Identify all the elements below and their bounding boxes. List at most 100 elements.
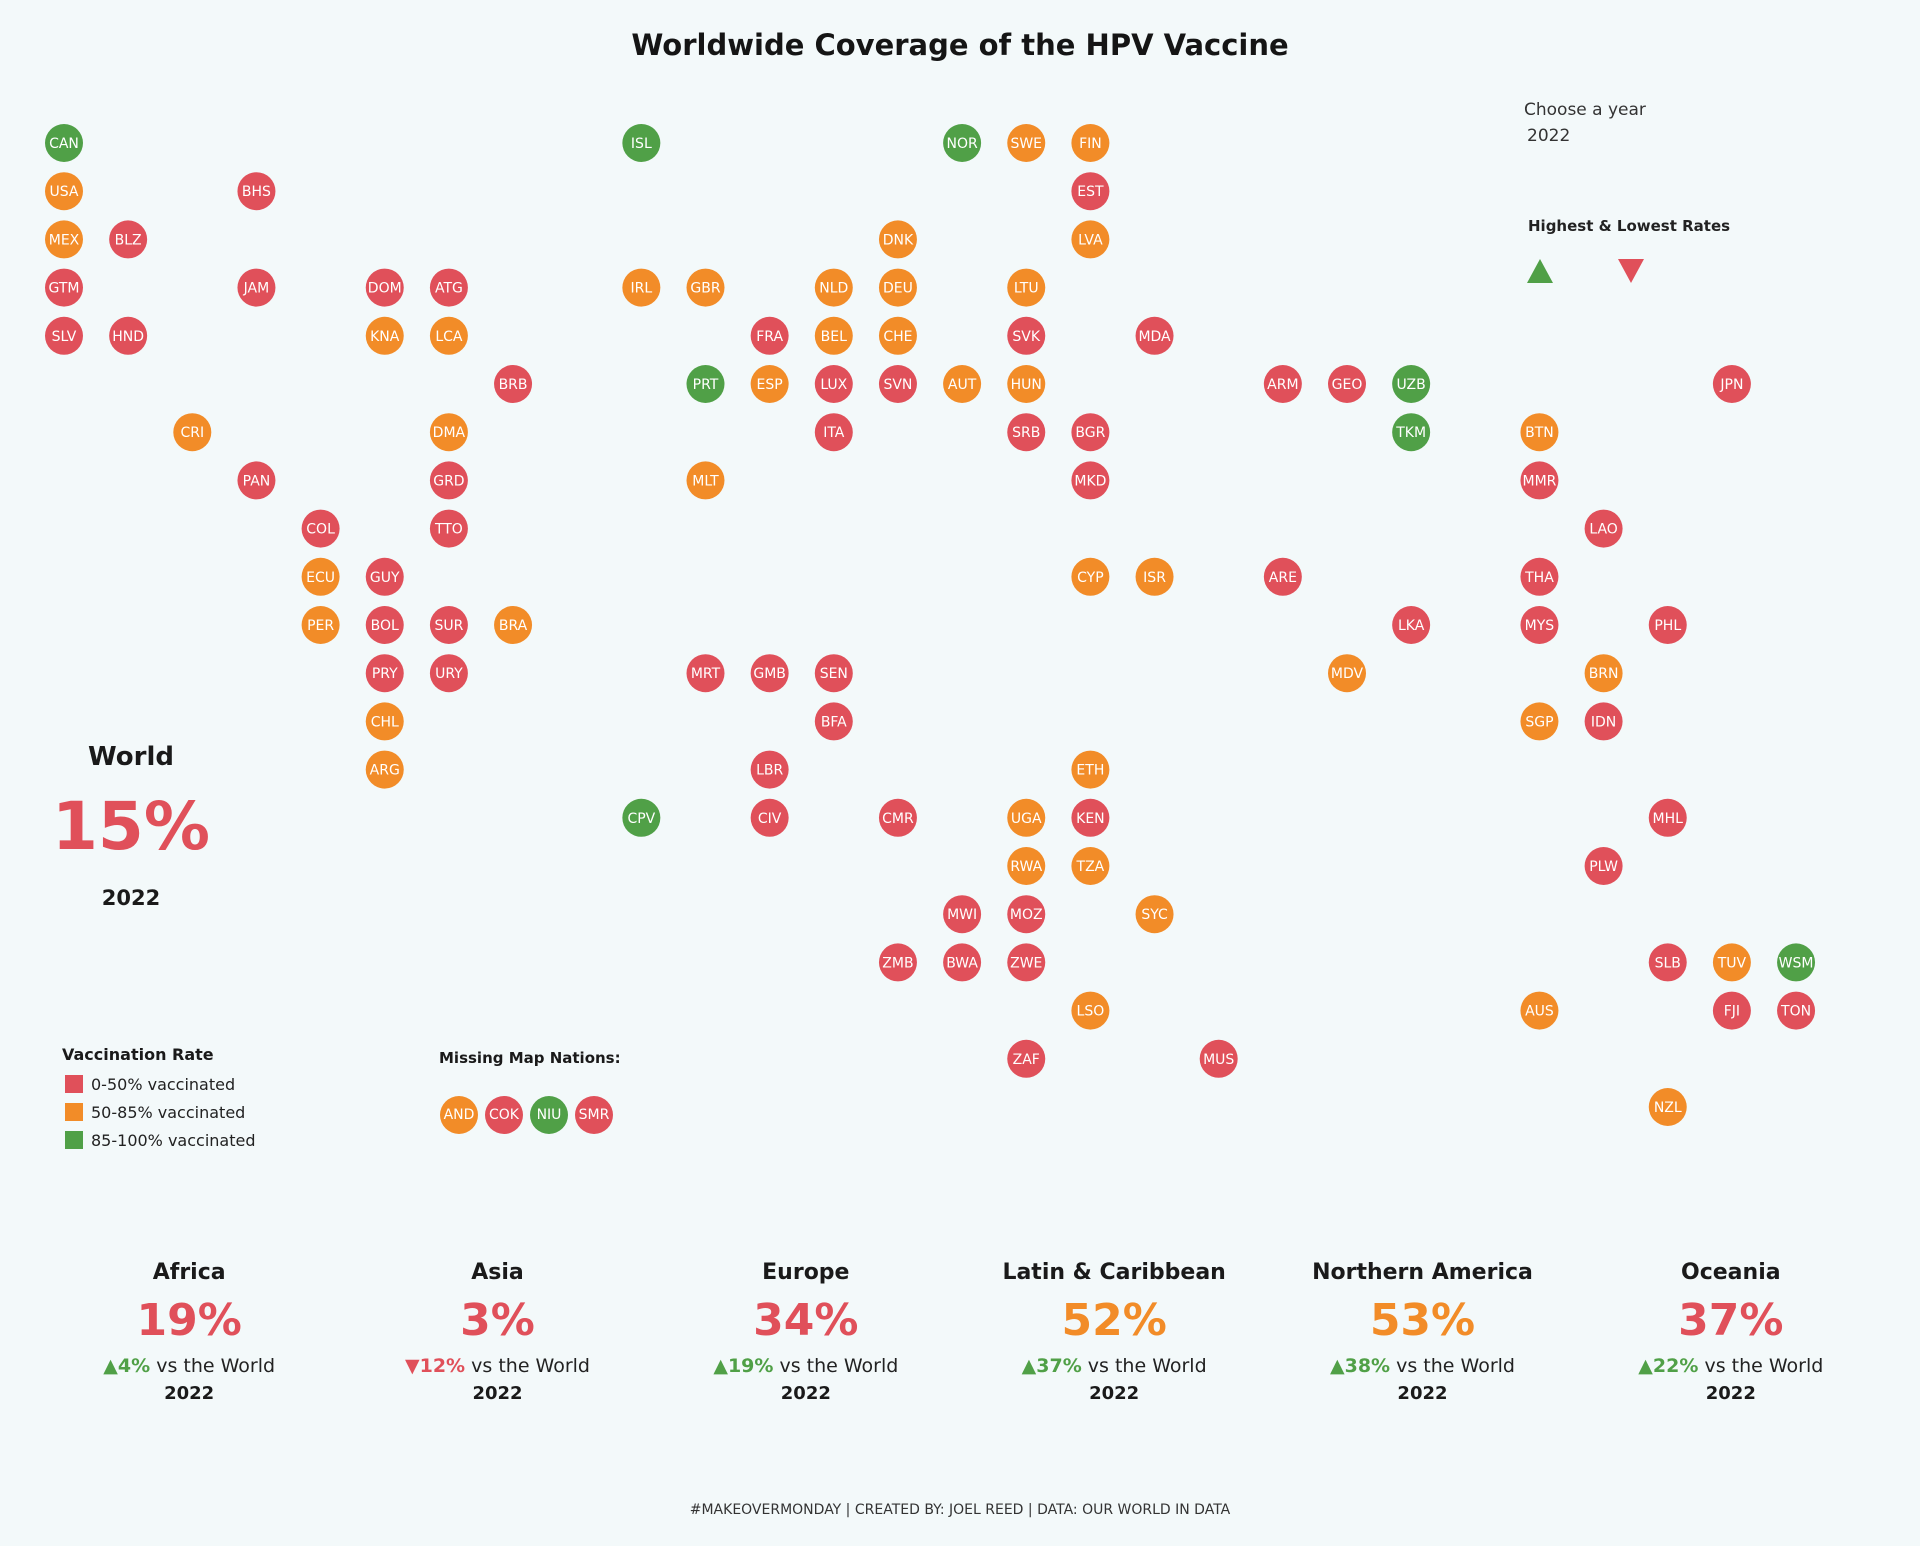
country-tile-guy[interactable]: GUY [365, 557, 404, 596]
country-tile-nld[interactable]: NLD [814, 268, 853, 307]
country-tile-zwe[interactable]: ZWE [1007, 943, 1046, 982]
country-tile-sgp[interactable]: SGP [1520, 702, 1559, 741]
country-tile-zaf[interactable]: ZAF [1007, 1039, 1046, 1078]
country-tile-mrt[interactable]: MRT [686, 654, 725, 693]
country-tile-btn[interactable]: BTN [1520, 413, 1559, 452]
country-tile-mmr[interactable]: MMR [1520, 461, 1559, 500]
country-tile-prt[interactable]: PRT [686, 365, 725, 403]
country-tile-mus[interactable]: MUS [1199, 1039, 1238, 1078]
country-tile-lka[interactable]: LKA [1392, 606, 1431, 644]
country-tile-chl[interactable]: CHL [365, 702, 404, 741]
country-tile-plw[interactable]: PLW [1584, 847, 1623, 885]
country-tile-dma[interactable]: DMA [429, 413, 468, 452]
country-tile-fra[interactable]: FRA [750, 316, 789, 355]
country-tile-jam[interactable]: JAM [237, 268, 276, 307]
country-tile-nor[interactable]: NOR [943, 124, 982, 162]
country-tile-mys[interactable]: MYS [1520, 606, 1559, 644]
country-tile-arm[interactable]: ARM [1263, 365, 1302, 403]
country-tile-sen[interactable]: SEN [814, 654, 853, 693]
country-tile-arg[interactable]: ARG [365, 750, 404, 789]
country-tile-wsm[interactable]: WSM [1777, 943, 1816, 982]
country-tile-ken[interactable]: KEN [1071, 798, 1110, 837]
country-tile-pan[interactable]: PAN [237, 461, 276, 500]
country-tile-bfa[interactable]: BFA [814, 702, 853, 741]
country-tile-grd[interactable]: GRD [429, 461, 468, 500]
country-tile-kna[interactable]: KNA [365, 316, 404, 355]
country-tile-cyp[interactable]: CYP [1071, 557, 1110, 596]
country-tile-aut[interactable]: AUT [943, 365, 982, 403]
country-tile-gtm[interactable]: GTM [45, 268, 83, 307]
missing-nation-niu[interactable]: NIU [530, 1096, 568, 1134]
country-tile-can[interactable]: CAN [45, 124, 83, 162]
country-tile-mex[interactable]: MEX [45, 220, 83, 259]
country-tile-syc[interactable]: SYC [1135, 895, 1174, 934]
country-tile-idn[interactable]: IDN [1584, 702, 1623, 741]
country-tile-mlt[interactable]: MLT [686, 461, 725, 500]
country-tile-svk[interactable]: SVK [1007, 316, 1046, 355]
country-tile-lca[interactable]: LCA [429, 316, 468, 355]
missing-nation-smr[interactable]: SMR [575, 1096, 613, 1134]
country-tile-bwa[interactable]: BWA [943, 943, 982, 982]
country-tile-brb[interactable]: BRB [494, 365, 533, 403]
country-tile-ecu[interactable]: ECU [301, 557, 340, 596]
country-tile-per[interactable]: PER [301, 606, 340, 644]
country-tile-mdv[interactable]: MDV [1328, 654, 1366, 693]
country-tile-isl[interactable]: ISL [622, 124, 661, 162]
country-tile-uga[interactable]: UGA [1007, 798, 1046, 837]
country-tile-esp[interactable]: ESP [750, 365, 789, 403]
country-tile-bol[interactable]: BOL [365, 606, 404, 644]
country-tile-ury[interactable]: URY [429, 654, 468, 693]
country-tile-pry[interactable]: PRY [365, 654, 404, 693]
country-tile-slv[interactable]: SLV [45, 316, 83, 355]
country-tile-fin[interactable]: FIN [1071, 124, 1110, 162]
country-tile-che[interactable]: CHE [878, 316, 917, 355]
country-tile-gbr[interactable]: GBR [686, 268, 725, 307]
country-tile-moz[interactable]: MOZ [1007, 895, 1046, 934]
triangle-up-icon[interactable] [1527, 259, 1553, 283]
country-tile-mwi[interactable]: MWI [943, 895, 982, 934]
country-tile-dnk[interactable]: DNK [878, 220, 917, 259]
country-tile-mhl[interactable]: MHL [1648, 798, 1687, 837]
country-tile-mda[interactable]: MDA [1135, 316, 1174, 355]
country-tile-bgr[interactable]: BGR [1071, 413, 1110, 452]
country-tile-hnd[interactable]: HND [109, 316, 148, 355]
country-tile-gmb[interactable]: GMB [750, 654, 789, 693]
country-tile-jpn[interactable]: JPN [1712, 365, 1751, 403]
country-tile-cmr[interactable]: CMR [878, 798, 917, 837]
country-tile-tuv[interactable]: TUV [1712, 943, 1751, 982]
country-tile-bhs[interactable]: BHS [237, 172, 276, 211]
country-tile-tha[interactable]: THA [1520, 557, 1559, 596]
triangle-down-icon[interactable] [1618, 259, 1644, 283]
country-tile-mkd[interactable]: MKD [1071, 461, 1110, 500]
country-tile-rwa[interactable]: RWA [1007, 847, 1046, 885]
country-tile-lva[interactable]: LVA [1071, 220, 1110, 259]
country-tile-svn[interactable]: SVN [878, 365, 917, 403]
country-tile-usa[interactable]: USA [45, 172, 83, 211]
country-tile-lso[interactable]: LSO [1071, 991, 1110, 1030]
country-tile-atg[interactable]: ATG [429, 268, 468, 307]
country-tile-aus[interactable]: AUS [1520, 991, 1559, 1030]
country-tile-lao[interactable]: LAO [1584, 509, 1623, 548]
year-selector[interactable]: 2022 [1527, 126, 1571, 146]
country-tile-fji[interactable]: FJI [1712, 991, 1751, 1030]
country-tile-cri[interactable]: CRI [173, 413, 212, 452]
country-tile-tza[interactable]: TZA [1071, 847, 1110, 885]
country-tile-slb[interactable]: SLB [1648, 943, 1687, 982]
country-tile-bel[interactable]: BEL [814, 316, 853, 355]
country-tile-irl[interactable]: IRL [622, 268, 661, 307]
country-tile-nzl[interactable]: NZL [1648, 1088, 1687, 1126]
missing-nation-cok[interactable]: COK [485, 1096, 523, 1134]
country-tile-dom[interactable]: DOM [365, 268, 404, 307]
country-tile-cpv[interactable]: CPV [622, 798, 661, 837]
country-tile-hun[interactable]: HUN [1007, 365, 1046, 403]
country-tile-blz[interactable]: BLZ [109, 220, 148, 259]
country-tile-srb[interactable]: SRB [1007, 413, 1046, 452]
missing-nation-and[interactable]: AND [440, 1096, 478, 1134]
country-tile-isr[interactable]: ISR [1135, 557, 1174, 596]
country-tile-lux[interactable]: LUX [814, 365, 853, 403]
country-tile-tto[interactable]: TTO [429, 509, 468, 548]
country-tile-bra[interactable]: BRA [494, 606, 533, 644]
country-tile-are[interactable]: ARE [1263, 557, 1302, 596]
country-tile-eth[interactable]: ETH [1071, 750, 1110, 789]
country-tile-zmb[interactable]: ZMB [878, 943, 917, 982]
